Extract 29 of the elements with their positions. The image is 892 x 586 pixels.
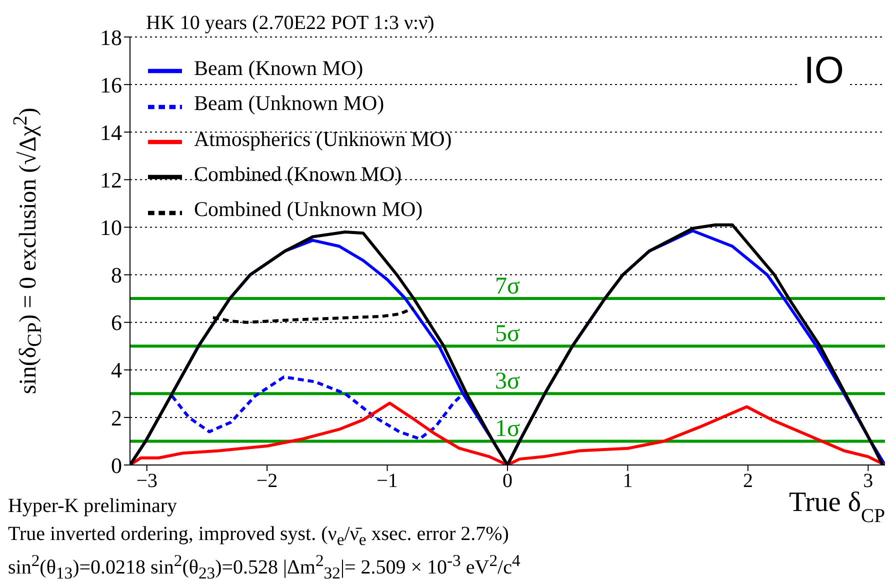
x-tick-label: 2	[742, 470, 753, 492]
x-tick-label: −1	[376, 470, 398, 492]
chart-title: HK 10 years (2.70E22 POT 1:3 ν:ν̄)	[146, 12, 434, 35]
y-tick-label: 2	[111, 405, 122, 430]
x-tick-label: 0	[502, 470, 512, 492]
y-tick-label: 18	[100, 24, 122, 50]
x-tick-label: −2	[256, 470, 278, 492]
text: sin$^{2}$(θ$_{13}$)=0.0218 sin$^{2}$(θ$_{23}$)=0.528 |Δm$^{2}$$_{32}$|= 2.509 × 10$^{-3}$ eV$^{2}$/c$^{4}$	[8, 551, 520, 583]
ref-line-label: 5σ	[495, 321, 520, 348]
x-tick-label: −3	[136, 470, 158, 492]
y-tick-label: 14	[100, 120, 122, 145]
y-tick-label: 10	[100, 215, 122, 240]
annotation: IO	[800, 50, 848, 93]
text: Hyper-K preliminary	[8, 495, 177, 518]
y-tick-label: 4	[111, 358, 122, 383]
y-tick-label: 6	[111, 310, 122, 336]
y-tick-label: 16	[100, 72, 122, 98]
ref-line-label: 3σ	[495, 368, 520, 395]
ref-line-label: 7σ	[495, 274, 520, 300]
legend-label: Combined (Unknown MO)	[194, 197, 423, 222]
text: True inverted ordering, improved syst. (ν$_{e}$/ν̄$_{e}$ xsec. error 2.7%)	[8, 523, 509, 550]
x-tick-label: 1	[622, 470, 633, 492]
ref-line-label: 1σ	[495, 416, 520, 442]
y-tick-label: 8	[111, 262, 122, 288]
legend-label: Beam (Known MO)	[194, 56, 364, 80]
y-tick-label: 12	[100, 167, 122, 192]
legend-label: Beam (Unknown MO)	[194, 91, 384, 116]
legend-label: Combined (Known MO)	[194, 162, 402, 186]
legend-label: Atmospherics (Unknown MO)	[194, 126, 452, 151]
